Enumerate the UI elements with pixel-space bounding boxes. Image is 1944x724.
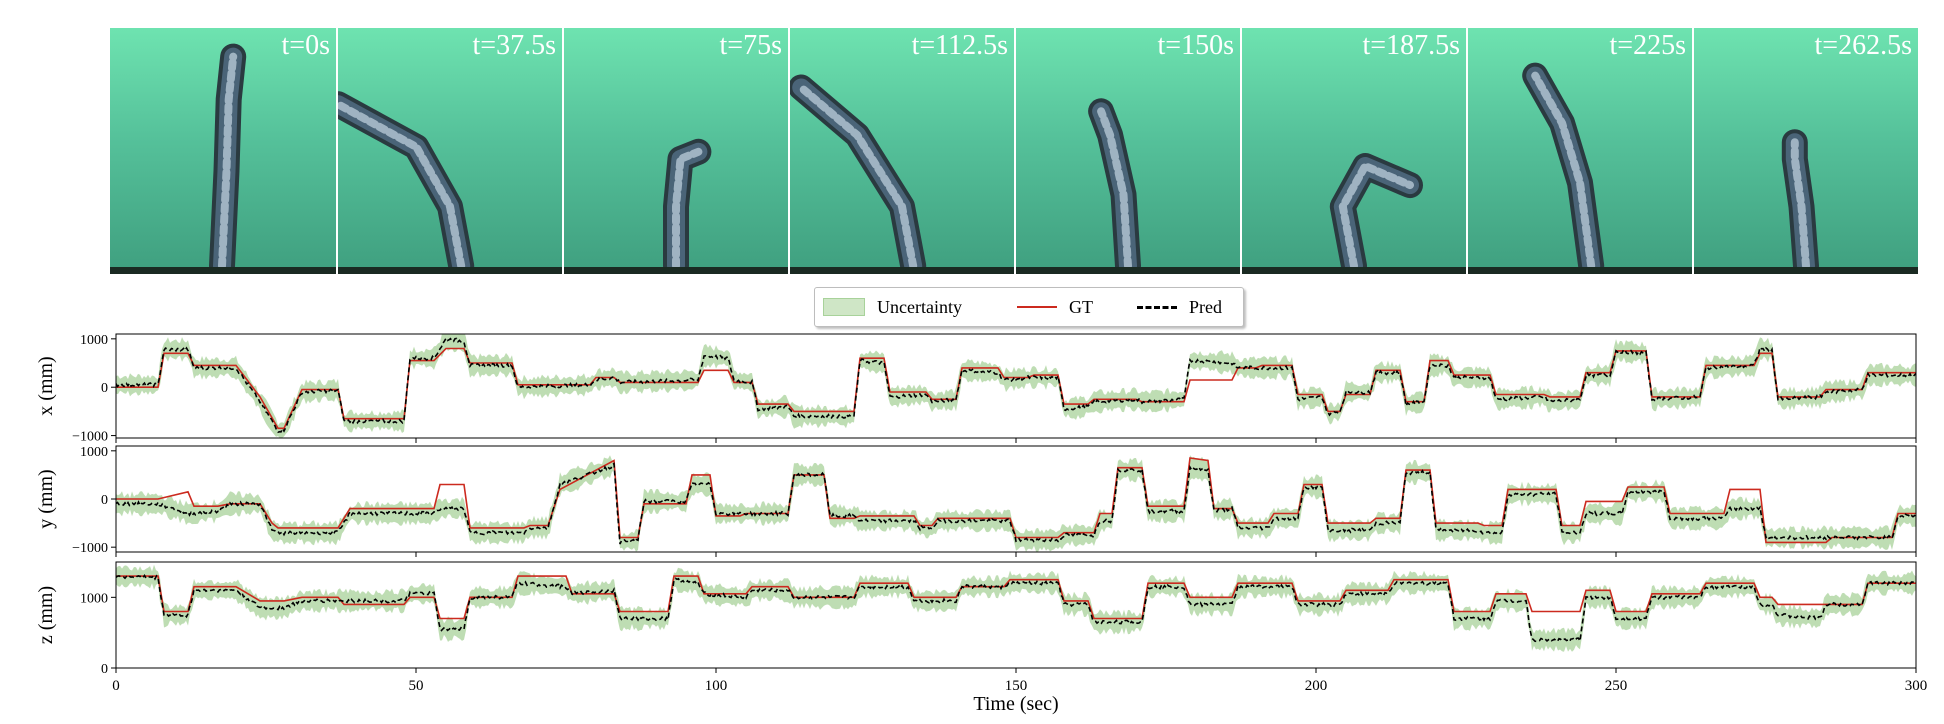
robot-arm-image bbox=[790, 74, 927, 274]
gt-swatch bbox=[1017, 306, 1057, 308]
frame-time-label: t=75s bbox=[719, 30, 782, 61]
frame-3: t=112.5s bbox=[790, 28, 1014, 274]
pred-line bbox=[116, 336, 1916, 434]
legend-item-uncertainty: Uncertainty bbox=[823, 288, 962, 326]
frame-time-label: t=37.5s bbox=[472, 30, 556, 61]
floor-strip bbox=[1242, 267, 1466, 274]
pred-line bbox=[116, 574, 1916, 644]
gt-line bbox=[116, 347, 1916, 430]
frame-0: t=0s bbox=[110, 28, 336, 274]
x-tick-label: 200 bbox=[1305, 678, 1328, 694]
y-axis-label: z (mm) bbox=[35, 586, 57, 644]
frame-time-label: t=262.5s bbox=[1814, 30, 1912, 61]
x-tick-label: 150 bbox=[1005, 678, 1028, 694]
frame-4: t=150s bbox=[1016, 28, 1240, 274]
x-axis-label: Time (sec) bbox=[973, 693, 1058, 715]
frame-time-label: t=150s bbox=[1157, 30, 1234, 61]
plot-panel-1: −1000 0 1000 y (mm) bbox=[35, 445, 1917, 557]
robot-arm-image bbox=[663, 138, 712, 274]
uncertainty-band bbox=[116, 564, 1916, 652]
gt-line bbox=[116, 575, 1916, 620]
x-tick-label: 250 bbox=[1605, 678, 1628, 694]
legend-item-pred: Pred bbox=[1137, 288, 1222, 326]
floor-strip bbox=[790, 267, 1014, 274]
frame-5: t=187.5s bbox=[1242, 28, 1466, 274]
robot-arm-image bbox=[209, 43, 247, 274]
frame-6: t=225s bbox=[1468, 28, 1692, 274]
y-axis-label: y (mm) bbox=[35, 469, 57, 528]
y-axis-label: x (mm) bbox=[35, 356, 57, 415]
x-tick-label: 0 bbox=[112, 678, 120, 694]
y-tick-label: −1000 bbox=[72, 430, 108, 445]
frame-time-label: t=0s bbox=[281, 30, 330, 61]
legend-label-gt: GT bbox=[1069, 296, 1093, 317]
plot-area bbox=[116, 334, 1916, 438]
frame-7: t=262.5s bbox=[1694, 28, 1918, 274]
uncertainty-swatch bbox=[823, 298, 865, 316]
frame-strip: t=0s t=37.5s t=75s t=112.5s t=150s t=187.5s t=… bbox=[110, 28, 1918, 274]
x-tick-label: 100 bbox=[705, 678, 728, 694]
y-tick-label: −1000 bbox=[72, 541, 108, 556]
legend: Uncertainty GT Pred bbox=[814, 287, 1244, 327]
x-tick-label: 50 bbox=[409, 678, 424, 694]
gt-line bbox=[116, 457, 1916, 544]
legend-item-gt: GT bbox=[1017, 288, 1093, 326]
y-tick-label: 0 bbox=[101, 381, 108, 396]
plot-panel-2: 0 1000 0 50 100 150 200 250 300 z (mm) Time (sec) bbox=[35, 561, 1928, 715]
plot-area bbox=[116, 455, 1916, 552]
pred-line bbox=[116, 462, 1916, 545]
floor-strip bbox=[110, 267, 336, 274]
uncertainty-band bbox=[116, 334, 1916, 438]
frame-2: t=75s bbox=[564, 28, 788, 274]
robot-arm-image bbox=[1781, 129, 1819, 274]
y-tick-label: 1000 bbox=[80, 445, 108, 460]
frame-time-label: t=187.5s bbox=[1362, 30, 1460, 61]
plot-area bbox=[116, 564, 1916, 652]
uncertainty-band bbox=[116, 455, 1916, 552]
floor-strip bbox=[1468, 267, 1692, 274]
y-tick-label: 0 bbox=[101, 662, 108, 677]
y-tick-label: 1000 bbox=[80, 591, 108, 606]
frame-time-label: t=112.5s bbox=[911, 30, 1008, 61]
legend-label-pred: Pred bbox=[1189, 296, 1222, 317]
pred-swatch bbox=[1137, 305, 1177, 309]
plot-panel-0: −1000 0 1000 x (mm) bbox=[35, 333, 1917, 445]
robot-arm-image bbox=[1088, 98, 1141, 274]
x-tick-label: 300 bbox=[1905, 678, 1928, 694]
robot-arm-image bbox=[338, 91, 475, 274]
floor-strip bbox=[338, 267, 562, 274]
robot-arm-image bbox=[1329, 153, 1423, 274]
floor-strip bbox=[564, 267, 788, 274]
frame-time-label: t=225s bbox=[1609, 30, 1686, 61]
floor-strip bbox=[1016, 267, 1240, 274]
robot-arm-image bbox=[1522, 62, 1605, 274]
floor-strip bbox=[1694, 267, 1918, 274]
y-tick-label: 0 bbox=[101, 493, 108, 508]
y-tick-label: 1000 bbox=[80, 333, 108, 348]
frame-1: t=37.5s bbox=[338, 28, 562, 274]
legend-label-uncertainty: Uncertainty bbox=[877, 296, 962, 317]
